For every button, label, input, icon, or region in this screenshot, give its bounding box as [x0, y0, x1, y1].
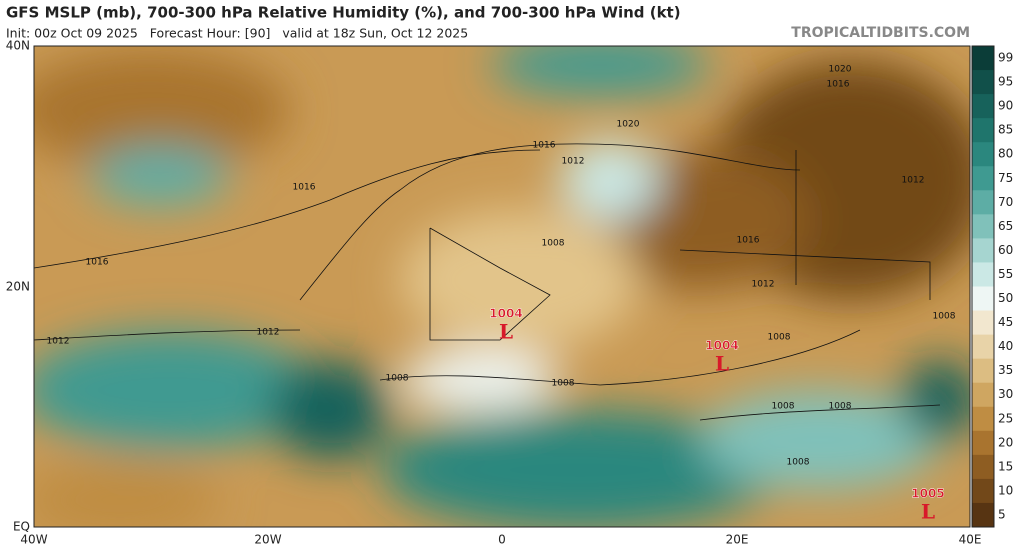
- title: GFS MSLP (mb), 700-300 hPa Relative Humi…: [6, 4, 681, 22]
- colorbar-label: 55: [998, 267, 1013, 281]
- colorbar-swatch: [972, 334, 994, 360]
- isobar-label: 1008: [386, 374, 409, 384]
- colorbar-swatch: [972, 166, 994, 191]
- low-symbol: L: [499, 320, 513, 344]
- colorbar-swatch: [972, 502, 994, 528]
- colorbar-swatch: [972, 262, 994, 287]
- isobar-label: 1012: [562, 157, 585, 167]
- isobar-label: 1012: [752, 280, 775, 290]
- isobar-label: 1016: [293, 183, 316, 193]
- colorbar-swatch: [972, 454, 994, 480]
- colorbar-label: 35: [998, 363, 1013, 377]
- isobar-label: 1020: [829, 65, 852, 75]
- low-pressure-value: 1004: [705, 339, 738, 353]
- isobar-label: 1008: [787, 458, 810, 468]
- isobar-label: 1012: [47, 337, 70, 347]
- colorbar-label: 95: [998, 75, 1013, 89]
- colorbar-label: 50: [998, 291, 1013, 305]
- colorbar-swatch: [972, 118, 994, 143]
- low-symbol: L: [715, 352, 729, 376]
- colorbar-label: 5: [998, 507, 1006, 521]
- colorbar-swatch: [972, 238, 994, 263]
- low-symbol: L: [921, 500, 935, 524]
- low-pressure-value: 1004: [489, 307, 522, 321]
- isobar-label: 1012: [257, 328, 280, 338]
- colorbar-label: 75: [998, 171, 1013, 185]
- longitude-label: 40E: [959, 533, 982, 547]
- colorbar-swatch: [972, 310, 994, 336]
- colorbar-swatch: [972, 46, 994, 71]
- isobar-label: 1016: [737, 236, 760, 246]
- colorbar-label: 10: [998, 483, 1013, 497]
- colorbar-swatch: [972, 406, 994, 432]
- colorbar-label: 40: [998, 339, 1013, 353]
- colorbar-label: 99: [998, 51, 1013, 65]
- isobar-label: 1016: [827, 80, 850, 90]
- low-pressure-value: 1005: [911, 487, 944, 501]
- subtitle: Init: 00z Oct 09 2025 Forecast Hour: [90…: [6, 26, 468, 41]
- isobar-label: 1008: [772, 402, 795, 412]
- colorbar-swatch: [972, 286, 994, 312]
- isobar-label: 1008: [933, 312, 956, 322]
- isobar-label: 1008: [542, 239, 565, 249]
- colorbar-label: 25: [998, 411, 1013, 425]
- isobar-label: 1016: [86, 258, 109, 268]
- longitude-label: 20W: [254, 533, 281, 547]
- isobar-label: 1008: [768, 333, 791, 343]
- isobar-label: 1016: [533, 141, 556, 151]
- longitude-label: 0: [498, 533, 506, 547]
- colorbar-swatch: [972, 190, 994, 215]
- isobar-label: 1008: [552, 379, 575, 389]
- colorbar-swatch: [972, 382, 994, 408]
- colorbar-label: 70: [998, 195, 1013, 209]
- colorbar-swatch: [972, 214, 994, 239]
- colorbar-label: 60: [998, 243, 1013, 257]
- latitude-label: 40N: [6, 39, 30, 53]
- colorbar-swatch: [972, 478, 994, 504]
- colorbar-label: 20: [998, 435, 1013, 449]
- colorbar-label: 30: [998, 387, 1013, 401]
- colorbar-swatch: [972, 142, 994, 167]
- colorbar-label: 90: [998, 99, 1013, 113]
- isobar-label: 1012: [902, 176, 925, 186]
- site-name: TROPICALTIDBITS.COM: [791, 25, 970, 41]
- longitude-label: 20E: [726, 533, 749, 547]
- latitude-label: EQ: [13, 520, 30, 534]
- isobar-label: 1020: [617, 120, 640, 130]
- colorbar-swatch: [972, 70, 994, 95]
- colorbar-swatch: [972, 358, 994, 384]
- colorbar-label: 80: [998, 147, 1013, 161]
- colorbar-label: 85: [998, 123, 1013, 137]
- colorbar-swatch: [972, 94, 994, 119]
- map-frame: [33, 45, 971, 528]
- colorbar-label: 65: [998, 219, 1013, 233]
- colorbar-swatch: [972, 430, 994, 456]
- latitude-label: 20N: [6, 280, 30, 294]
- colorbar-frame: [971, 45, 995, 528]
- colorbar-label: 45: [998, 315, 1013, 329]
- longitude-label: 40W: [20, 533, 47, 547]
- colorbar-label: 15: [998, 459, 1013, 473]
- map-field: [34, 46, 970, 527]
- isobar-label: 1008: [829, 402, 852, 412]
